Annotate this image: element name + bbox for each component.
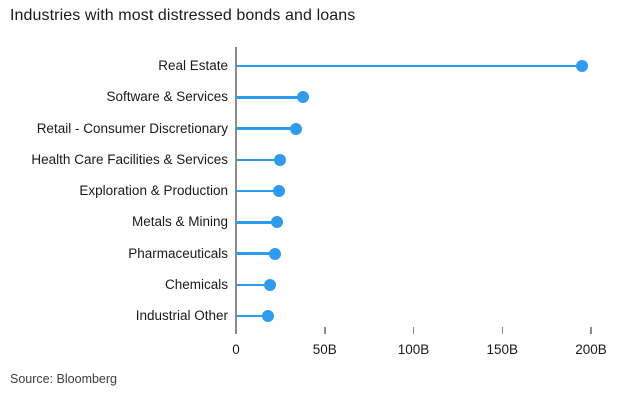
lollipop-dot xyxy=(272,185,285,197)
lollipop-stem xyxy=(236,64,583,68)
lollipop-stem xyxy=(236,283,270,286)
category-label: Exploration & Production xyxy=(79,183,228,198)
lollipop-dot xyxy=(270,216,283,229)
x-axis-tick-label: 200B xyxy=(575,342,607,357)
lollipop-stem xyxy=(236,189,279,193)
category-label: Real Estate xyxy=(158,58,228,73)
lollipop-stem xyxy=(236,96,304,99)
x-axis-tick-label: 150B xyxy=(486,342,519,357)
lollipop-dot xyxy=(261,310,274,322)
source-note: Source: Bloomberg xyxy=(10,372,118,386)
lollipop-stem xyxy=(236,314,268,318)
x-axis-tick-label: 50B xyxy=(312,342,337,357)
x-axis-tick xyxy=(590,327,592,334)
lollipop-stem xyxy=(236,127,297,130)
lollipop-stem xyxy=(236,221,277,224)
x-axis-tick-label: 100B xyxy=(397,342,430,357)
category-label: Pharmaceuticals xyxy=(128,245,228,261)
x-axis-tick xyxy=(324,327,326,334)
category-label: Metals & Mining xyxy=(131,214,228,230)
lollipop-dot xyxy=(263,278,276,291)
category-label: Chemicals xyxy=(164,276,228,292)
lollipop-dot xyxy=(297,91,310,104)
chart-title: Industries with most distressed bonds an… xyxy=(10,7,356,24)
lollipop-dot xyxy=(576,60,589,72)
category-label: Software & Services xyxy=(106,89,228,105)
lollipop-stem xyxy=(236,158,281,161)
category-label: Health Care Facilities & Services xyxy=(31,151,228,167)
lollipop-stem xyxy=(236,252,276,255)
y-axis-line xyxy=(235,47,237,334)
category-label: Industrial Other xyxy=(135,308,228,323)
lollipop-dot xyxy=(290,122,303,135)
lollipop-dot xyxy=(269,247,282,260)
x-axis-tick xyxy=(412,327,415,334)
lollipop-dot xyxy=(274,153,287,166)
x-axis-tick-label: 0 xyxy=(232,342,240,357)
category-label: Retail - Consumer Discretionary xyxy=(36,120,228,136)
x-axis-tick xyxy=(501,327,503,334)
